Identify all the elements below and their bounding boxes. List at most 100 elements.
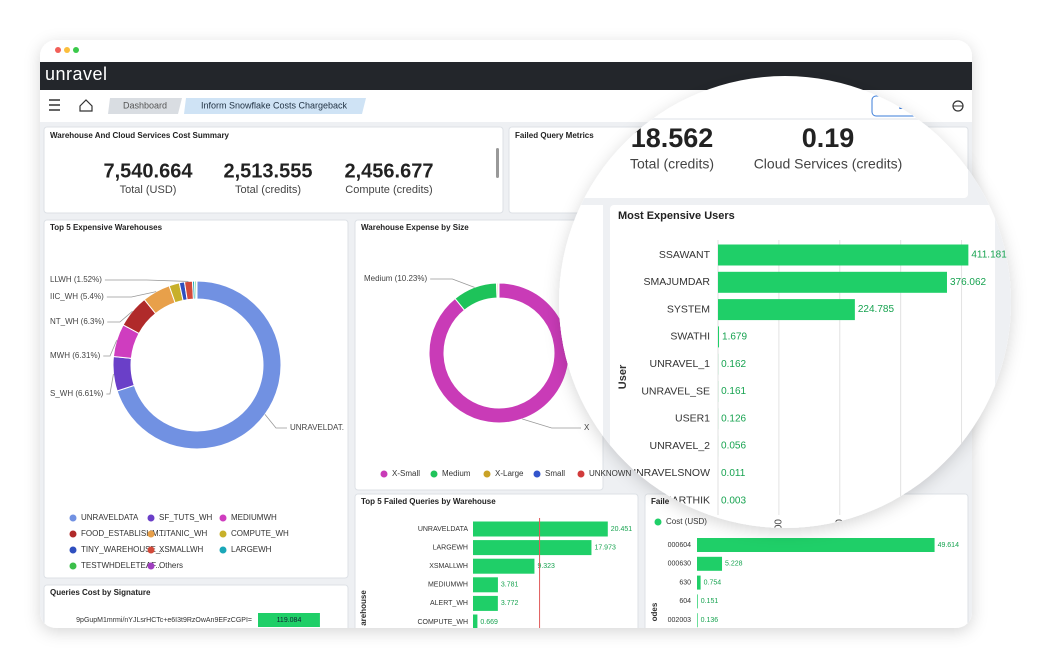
y-tick-label: UNRAVEL_1 xyxy=(650,358,711,370)
bar xyxy=(697,594,698,609)
y-tick-label: 604 xyxy=(679,598,691,605)
y-tick-label: COMPUTE_WH xyxy=(417,619,468,626)
y-tick-label: ALERT_WH xyxy=(430,600,468,607)
bar xyxy=(473,521,608,537)
value-label: 20.451 xyxy=(611,526,633,533)
bar xyxy=(473,540,592,556)
breadcrumb-pill[interactable] xyxy=(108,98,182,114)
legend-label: X-Small xyxy=(392,469,420,478)
legend-swatch xyxy=(219,530,227,538)
panel-title: Warehouse And Cloud Services Cost Summar… xyxy=(50,131,230,140)
panel-title: Top 5 Expensive Warehouses xyxy=(50,223,163,232)
y-tick-label: SYSTEM xyxy=(667,303,710,315)
value-label: 17.973 xyxy=(594,544,616,551)
legend-swatch xyxy=(147,514,155,522)
slice-label: MWH (6.31%) xyxy=(50,351,101,360)
bar xyxy=(473,595,498,611)
legend-label: UNRAVELDATA xyxy=(81,513,139,522)
bar xyxy=(697,538,935,552)
metric-value: 2,456.677 xyxy=(345,160,434,182)
breadcrumb[interactable]: Inform Snowflake Costs Chargeback xyxy=(201,100,348,110)
bar xyxy=(718,244,969,266)
breadcrumb-pill[interactable] xyxy=(184,98,366,114)
metric-label: Total (USD) xyxy=(120,184,177,196)
panel xyxy=(43,126,504,214)
axis-label: User xyxy=(617,364,629,389)
y-tick-label: UNRAVELDATA xyxy=(418,526,469,533)
pie-slice xyxy=(112,355,135,392)
panel-title: Top 5 Failed Queries by Warehouse xyxy=(361,497,496,506)
window-dot[interactable] xyxy=(55,47,61,53)
panel-title: Faile xyxy=(651,497,670,506)
legend-swatch xyxy=(69,514,77,522)
legend-swatch xyxy=(147,546,155,554)
legend-label: FOOD_ESTABLISHM... xyxy=(81,529,165,538)
slice-label: Medium (10.23%) xyxy=(364,274,427,283)
value-label: 9.323 xyxy=(537,563,555,570)
legend-swatch xyxy=(577,470,585,478)
panel-title: Queries Cost by Signature xyxy=(50,588,151,597)
legend-label: Medium xyxy=(442,469,471,478)
legend-swatch xyxy=(483,470,491,478)
bar xyxy=(718,299,855,321)
value-label: 224.785 xyxy=(858,304,895,315)
value-label: 0.151 xyxy=(701,598,719,605)
pie-slice xyxy=(428,282,570,424)
y-tick-label: UNRAVEL_SE xyxy=(641,385,710,397)
value-label: 3.772 xyxy=(501,600,519,607)
metric-label: Total (credits) xyxy=(630,156,714,172)
legend-label: TITANIC_WH xyxy=(159,529,208,538)
legend-swatch xyxy=(69,530,77,538)
window-dot[interactable] xyxy=(73,47,79,53)
slice-label: X xyxy=(584,423,590,432)
slice-label: NT_WH (6.3%) xyxy=(50,317,105,326)
axis-label: odes xyxy=(650,602,659,621)
legend-swatch xyxy=(147,530,155,538)
menu-icon[interactable] xyxy=(49,99,60,111)
y-tick-label: UNRAVELSNOW xyxy=(629,467,711,479)
legend-swatch xyxy=(219,546,227,554)
breadcrumb[interactable]: Dashboard xyxy=(123,100,167,110)
value-label: 0.126 xyxy=(721,413,746,424)
y-tick-label: XSMALLWH xyxy=(429,563,468,570)
callout-line xyxy=(264,414,287,429)
y-tick-label: UNRAVEL_2 xyxy=(650,440,711,452)
slice-label: UNRAVELDAT. xyxy=(290,423,344,432)
bar xyxy=(697,613,698,628)
scrollbar[interactable] xyxy=(496,148,499,178)
bar xyxy=(697,575,701,590)
y-tick-label: 630 xyxy=(679,579,691,586)
panel-title: Failed Query Metrics xyxy=(515,131,594,140)
legend-label: MEDIUMWH xyxy=(231,513,277,522)
window-dot[interactable] xyxy=(64,47,70,53)
y-tick-label: SSAWANT xyxy=(659,249,711,261)
legend-swatch xyxy=(430,470,438,478)
bar xyxy=(258,613,320,627)
y-tick-label: SMAJUMDAR xyxy=(643,276,710,288)
callout-line xyxy=(103,340,118,357)
legend-swatch xyxy=(654,518,662,526)
legend-label: XSMALLWH xyxy=(159,545,204,554)
magnifier-content: Edit 18.562 Total (credits) 0.19 Cloud S… xyxy=(559,95,1011,528)
legend-label: Small xyxy=(545,469,565,478)
value-label: 3.781 xyxy=(501,582,519,589)
value-label: 49.614 xyxy=(938,542,960,549)
value-label: 0.162 xyxy=(721,359,746,370)
bar xyxy=(718,326,720,348)
value-label: 0.669 xyxy=(480,619,498,626)
metric-label: Total (credits) xyxy=(235,184,301,196)
bar xyxy=(718,271,947,293)
legend-label: TINY_WAREHOUSE_... xyxy=(81,545,167,554)
legend-label: TESTWHDELETEAF... xyxy=(81,561,162,570)
callout-line xyxy=(107,310,133,323)
metric-value: 2,513.555 xyxy=(224,160,313,182)
metric-value: 18.562 xyxy=(631,123,714,153)
callout-line xyxy=(430,278,475,288)
panel-title: Warehouse Expense by Size xyxy=(361,223,469,232)
logo[interactable]: unravel xyxy=(45,64,108,84)
y-tick-label: 000630 xyxy=(668,561,691,568)
home-icon[interactable] xyxy=(79,99,93,112)
callout-line xyxy=(106,373,114,395)
legend-swatch xyxy=(533,470,541,478)
legend-label: UNKNOWN xyxy=(589,469,631,478)
